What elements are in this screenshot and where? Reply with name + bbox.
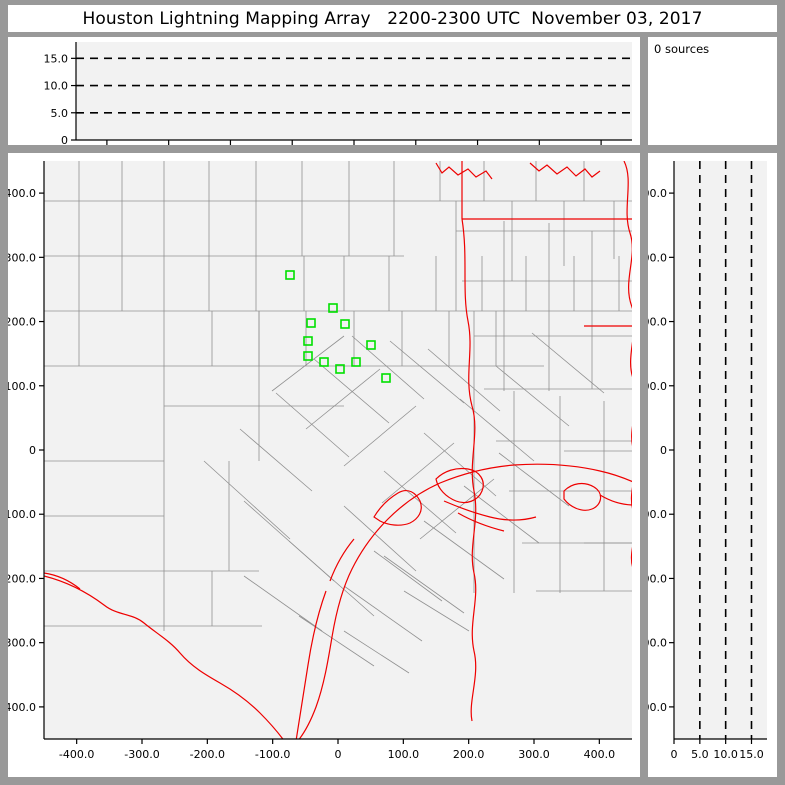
y-tick-label: 5.0 xyxy=(51,107,69,120)
state-borders xyxy=(435,161,632,722)
station-marker xyxy=(366,340,376,350)
y-tick-label: 400.0 xyxy=(648,187,667,200)
station-marker xyxy=(340,319,350,329)
y-tick-label: -200.0 xyxy=(8,572,36,585)
x-tick-label: 5.0 xyxy=(691,748,709,761)
station-marker xyxy=(351,357,361,367)
source-count-label: 0 sources xyxy=(654,42,710,56)
station-markers xyxy=(285,270,391,383)
time-height-axes: 05.010.015.0-400.0-300.0-200.0-100.00100… xyxy=(44,42,632,145)
x-tick-label: 0 xyxy=(671,748,678,761)
x-tick-label: 100.0 xyxy=(388,748,420,761)
title-bar: Houston Lightning Mapping Array 2200-230… xyxy=(8,5,777,32)
y-tick-label: -100.0 xyxy=(648,508,667,521)
y-tick-label: 100.0 xyxy=(8,380,36,393)
coastline xyxy=(44,463,632,739)
y-tick-label: 200.0 xyxy=(648,316,667,329)
y-tick-label: -100.0 xyxy=(8,508,36,521)
time-height-panel[interactable]: 05.010.015.0-400.0-300.0-200.0-100.00100… xyxy=(8,37,640,145)
y-tick-label: 300.0 xyxy=(8,251,36,264)
x-tick-label: -200.0 xyxy=(190,748,225,761)
x-tick-label: 200.0 xyxy=(453,748,485,761)
county-borders xyxy=(44,161,632,674)
x-tick-label: -400.0 xyxy=(59,748,94,761)
y-tick-label: 0 xyxy=(660,444,667,457)
station-marker xyxy=(381,373,391,383)
y-tick-label: 15.0 xyxy=(44,52,69,65)
x-tick-label: 15.0 xyxy=(739,748,764,761)
y-tick-label: -200.0 xyxy=(648,572,667,585)
x-tick-label: 10.0 xyxy=(713,748,738,761)
station-marker xyxy=(303,336,313,346)
station-marker xyxy=(303,351,313,361)
station-marker xyxy=(319,357,329,367)
x-tick-label: -100.0 xyxy=(255,748,290,761)
y-tick-label: -300.0 xyxy=(8,637,36,650)
y-tick-label: -400.0 xyxy=(8,701,36,714)
station-marker xyxy=(328,303,338,313)
east-west-height-panel[interactable]: 400.0 300.0 200.0 100.0 0 -100.0 -200.0 -300.0 -… xyxy=(648,153,777,777)
station-marker xyxy=(335,364,345,374)
station-marker xyxy=(306,318,316,328)
y-tick-label: 0 xyxy=(29,444,36,457)
x-tick-label: 400.0 xyxy=(584,748,616,761)
source-count-panel: 0 sources xyxy=(648,37,777,145)
plan-view-plot-area[interactable] xyxy=(44,161,632,739)
y-tick-label: 400.0 xyxy=(8,187,36,200)
x-tick-label: -300.0 xyxy=(124,748,159,761)
y-tick-label: 10.0 xyxy=(44,80,69,93)
y-tick-label: -300.0 xyxy=(648,637,667,650)
east-west-axes: 400.0 300.0 200.0 100.0 0 -100.0 -200.0 -300.0 -… xyxy=(648,161,767,761)
x-tick-label: 300.0 xyxy=(518,748,550,761)
station-marker xyxy=(285,270,295,280)
y-tick-label: 300.0 xyxy=(648,251,667,264)
page-title: Houston Lightning Mapping Array 2200-230… xyxy=(82,8,703,29)
y-tick-label: 0 xyxy=(61,134,68,145)
y-tick-label: -400.0 xyxy=(648,701,667,714)
y-tick-label: 200.0 xyxy=(8,316,36,329)
map-axes: 400.0 300.0 200.0 100.0 0 -100.0 -200.0 -300.0 -… xyxy=(8,161,632,761)
map-geography xyxy=(44,161,632,739)
x-tick-label: 0 xyxy=(335,748,342,761)
y-tick-label: 100.0 xyxy=(648,380,667,393)
plan-view-map-panel[interactable]: 400.0 300.0 200.0 100.0 0 -100.0 -200.0 -300.0 -… xyxy=(8,153,640,777)
